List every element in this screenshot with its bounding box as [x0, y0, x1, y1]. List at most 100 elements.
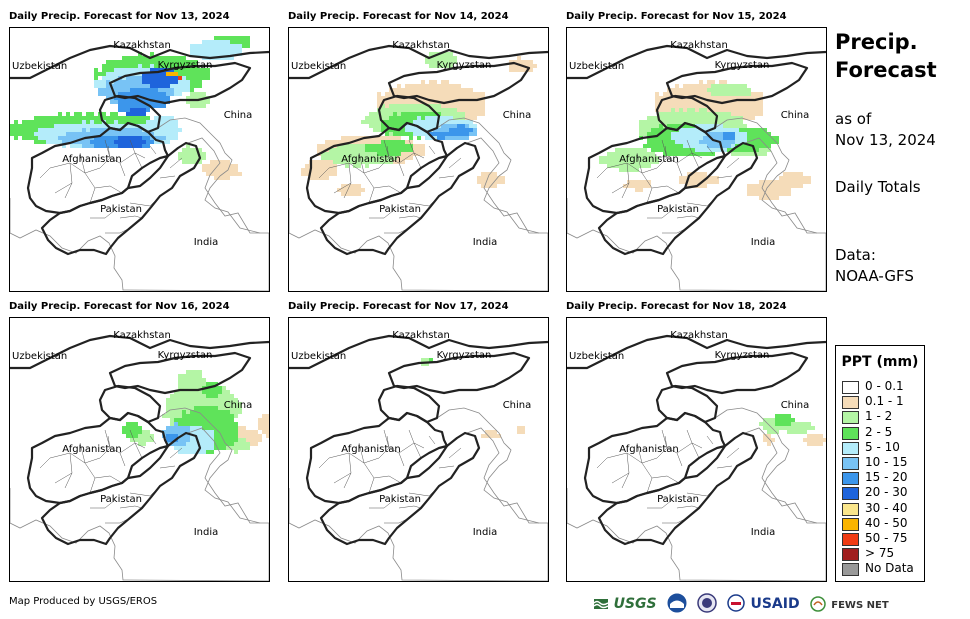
precip-cell — [715, 148, 719, 152]
precip-cell — [489, 176, 493, 180]
precip-cell — [477, 96, 481, 100]
precip-cell — [731, 108, 735, 112]
precip-cell — [126, 92, 130, 96]
precip-cell — [767, 140, 771, 144]
precip-cell — [449, 84, 453, 88]
precip-cell — [26, 128, 30, 132]
precip-cell — [234, 406, 238, 410]
precip-cell — [234, 168, 238, 172]
legend-label: 20 - 30 — [865, 485, 908, 500]
precip-cell — [767, 442, 771, 446]
precip-cell — [170, 120, 174, 124]
precip-cell — [214, 44, 218, 48]
precip-cell — [357, 148, 361, 152]
precip-cell — [202, 394, 206, 398]
afghanistan-outline — [305, 411, 449, 505]
precip-cell — [623, 148, 627, 152]
precip-cell — [783, 176, 787, 180]
precip-cell — [639, 148, 643, 152]
precip-cell — [325, 176, 329, 180]
precip-cell — [759, 180, 763, 184]
precip-cell — [86, 124, 90, 128]
precip-cell — [401, 88, 405, 92]
precip-cell — [214, 446, 218, 450]
precip-cell — [194, 76, 198, 80]
precip-cell — [361, 156, 365, 160]
precip-cell — [679, 140, 683, 144]
precip-cell — [663, 108, 667, 112]
precip-cell — [325, 140, 329, 144]
precip-cell — [763, 148, 767, 152]
precip-cell — [226, 430, 230, 434]
precip-cell — [449, 108, 453, 112]
precip-cell — [437, 128, 441, 132]
precip-cell — [659, 108, 663, 112]
precip-cell — [262, 430, 266, 434]
precip-cell — [142, 430, 146, 434]
precip-cell — [194, 72, 198, 76]
precip-cell — [485, 180, 489, 184]
precip-cell — [206, 442, 210, 446]
precip-cell — [254, 430, 258, 434]
precip-cell — [727, 140, 731, 144]
precip-cell — [521, 426, 525, 430]
precip-cell — [218, 402, 222, 406]
precip-cell — [178, 92, 182, 96]
precip-cell — [226, 48, 230, 52]
precip-cell — [433, 56, 437, 60]
precip-cell — [325, 160, 329, 164]
country-outlines — [10, 334, 269, 546]
precip-cell — [38, 116, 42, 120]
precip-cell — [146, 80, 150, 84]
precip-cell — [783, 192, 787, 196]
precip-cell — [54, 120, 58, 124]
precip-cell — [473, 116, 477, 120]
precip-cell — [779, 192, 783, 196]
precip-cell — [739, 152, 743, 156]
precip-cell — [787, 418, 791, 422]
precip-cell — [421, 104, 425, 108]
precip-cell — [767, 132, 771, 136]
precip-cell — [313, 168, 317, 172]
precip-cell — [353, 164, 357, 168]
precip-cell — [62, 128, 66, 132]
precip-cell — [691, 136, 695, 140]
precip-cell — [711, 124, 715, 128]
precip-cell — [154, 84, 158, 88]
precip-cell — [154, 60, 158, 64]
precip-cell — [238, 406, 242, 410]
precip-cell — [747, 132, 751, 136]
precip-cell — [94, 120, 98, 124]
precip-cell — [759, 144, 763, 148]
precip-cell — [457, 112, 461, 116]
precip-cell — [158, 124, 162, 128]
afghanistan-outline — [305, 121, 449, 215]
precip-cell — [118, 80, 122, 84]
precip-cell — [807, 176, 811, 180]
precip-cell — [771, 418, 775, 422]
precip-cell — [691, 180, 695, 184]
precip-cell — [349, 136, 353, 140]
precip-cell — [70, 132, 74, 136]
precip-cell — [198, 410, 202, 414]
precip-cell — [667, 112, 671, 116]
precip-cell — [214, 40, 218, 44]
precip-cell — [170, 60, 174, 64]
precip-cell — [683, 152, 687, 156]
precip-cell — [190, 100, 194, 104]
precip-cell — [445, 60, 449, 64]
precip-cell — [234, 426, 238, 430]
precip-cell — [186, 374, 190, 378]
precip-cell — [174, 422, 178, 426]
precip-cell — [409, 108, 413, 112]
precip-cell — [397, 120, 401, 124]
map-label-china: China — [224, 110, 253, 121]
precip-cell — [74, 120, 78, 124]
precip-cell — [763, 136, 767, 140]
precip-cell — [162, 60, 166, 64]
precip-cell — [230, 442, 234, 446]
precip-cell — [206, 402, 210, 406]
precip-cell — [691, 84, 695, 88]
precip-cell — [234, 410, 238, 414]
precip-cell — [429, 88, 433, 92]
